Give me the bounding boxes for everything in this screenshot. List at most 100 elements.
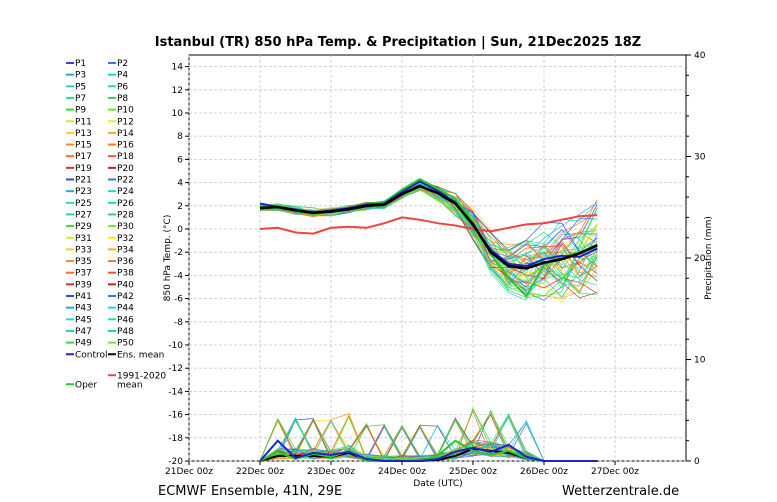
y-right-tick-label: 0	[694, 457, 700, 467]
y-tick-label: -18	[168, 434, 183, 444]
legend-label: P24	[117, 187, 134, 197]
member-line	[259, 190, 598, 277]
legend-label: P9	[75, 106, 86, 116]
y-tick-label: -20	[168, 457, 183, 467]
legend-label: P34	[117, 245, 134, 255]
x-tick-label: 25Dec 00z	[449, 467, 497, 477]
y-tick-label: -16	[168, 411, 183, 421]
y-tick-label: 10	[172, 109, 184, 119]
legend-label: P32	[117, 234, 134, 244]
y-tick-label: 4	[177, 179, 183, 189]
legend-label: P37	[75, 269, 92, 279]
legend-label: P5	[75, 82, 86, 92]
legend-label: P6	[117, 82, 128, 92]
legend-label: P38	[117, 269, 134, 279]
legend-label: P15	[75, 141, 92, 151]
legend-label: P27	[75, 210, 92, 220]
y-tick-label: -10	[168, 341, 183, 351]
y-axis-label: 850 hPa Temp. (°C)	[163, 215, 173, 302]
legend-label: P31	[75, 234, 92, 244]
legend-label: P1	[75, 59, 86, 69]
footer-right: Wetterzentrale.de	[562, 484, 679, 499]
x-tick-label: 27Dec 00z	[591, 467, 639, 477]
legend-label: P29	[75, 222, 92, 232]
y-tick-label: 2	[177, 202, 183, 212]
legend-label: P39	[75, 280, 92, 290]
legend-label: P36	[117, 257, 134, 267]
legend-label: P28	[117, 210, 134, 220]
y-tick-label: -14	[168, 387, 183, 397]
legend-label-mean: Ens. mean	[117, 350, 164, 360]
y-right-tick-label: 10	[694, 356, 706, 366]
y-tick-label: 14	[172, 63, 184, 73]
legend-label: P2	[117, 59, 128, 69]
legend-label: P20	[117, 164, 134, 174]
x-tick-label: 26Dec 00z	[520, 467, 568, 477]
plot-frame	[188, 54, 687, 462]
legend-label: P33	[75, 245, 92, 255]
legend-label: P43	[75, 304, 92, 314]
legend-label: P47	[75, 327, 92, 337]
legend-label: P19	[75, 164, 92, 174]
x-tick-label: 21Dec 00z	[165, 467, 213, 477]
y-tick-label: 0	[177, 225, 183, 235]
footer-left: ECMWF Ensemble, 41N, 29E	[158, 484, 342, 499]
y-tick-label: -8	[174, 318, 183, 328]
line-ens-mean	[259, 184, 598, 270]
legend-label: P46	[117, 315, 134, 325]
legend-label: P12	[117, 117, 134, 127]
legend-label: P45	[75, 315, 92, 325]
x-tick-label: 23Dec 00z	[307, 467, 355, 477]
line-1991-2020-mean	[259, 214, 598, 235]
legend-label: P49	[75, 339, 92, 349]
legend-label: P21	[75, 176, 92, 186]
y-tick-label: 6	[177, 155, 183, 165]
main-lines	[259, 177, 598, 462]
legend-label: P17	[75, 152, 92, 162]
legend-label: P13	[75, 129, 92, 139]
legend-label: P18	[117, 152, 134, 162]
y-tick-label: -4	[174, 271, 183, 281]
y-tick-label: 12	[172, 86, 183, 96]
legend-label: P40	[117, 280, 134, 290]
y-axis-ticks: 14 12 10 8 6 4 2 0 -2 -4 -6 -8 -10 -12 -14 -16 -18 -20	[168, 63, 189, 467]
y-axis-right-label: Precipitation (mm)	[704, 216, 714, 300]
legend-label: P8	[117, 94, 128, 104]
y-right-tick-label: 40	[694, 51, 706, 61]
legend-label: P14	[117, 129, 134, 139]
legend-label: P35	[75, 257, 92, 267]
legend-label: P30	[117, 222, 134, 232]
legend-label: P25	[75, 199, 92, 209]
legend-label-climate: 1991-2020	[117, 371, 166, 381]
legend-label: P23	[75, 187, 92, 197]
y-right-tick-label: 20	[694, 254, 706, 264]
legend-label: P48	[117, 327, 134, 337]
y-tick-label: 8	[177, 132, 183, 142]
y-right-tick-label: 30	[694, 153, 706, 163]
legend-label: P44	[117, 304, 134, 314]
legend-label: P26	[117, 199, 134, 209]
legend-label-control: Control	[75, 350, 108, 360]
x-axis-label: Date (UTC)	[413, 479, 462, 489]
legend-label: P11	[75, 117, 92, 127]
legend-label: P7	[75, 94, 86, 104]
y-tick-label: -6	[174, 295, 183, 305]
legend-label: P10	[117, 106, 134, 116]
chart-title: Istanbul (TR) 850 hPa Temp. & Precipitat…	[155, 35, 641, 50]
x-tick-label: 24Dec 00z	[378, 467, 426, 477]
legend-label: P16	[117, 141, 134, 151]
legend-label: P22	[117, 176, 134, 186]
legend-label-climate-2: mean	[117, 380, 143, 390]
legend-label: P42	[117, 292, 134, 302]
y-tick-label: -2	[174, 248, 183, 258]
legend-label-oper: Oper	[75, 380, 97, 390]
x-axis-ticks: 21Dec 00z 22Dec 00z 23Dec 00z 24Dec 00z 25De…	[165, 461, 639, 477]
legend-label: P3	[75, 71, 86, 81]
legend-label: P50	[117, 339, 134, 349]
precip-line-control	[259, 439, 598, 462]
y-axis-right-ticks: 0 10 20 30 40	[686, 51, 706, 467]
x-tick-label: 22Dec 00z	[236, 467, 284, 477]
